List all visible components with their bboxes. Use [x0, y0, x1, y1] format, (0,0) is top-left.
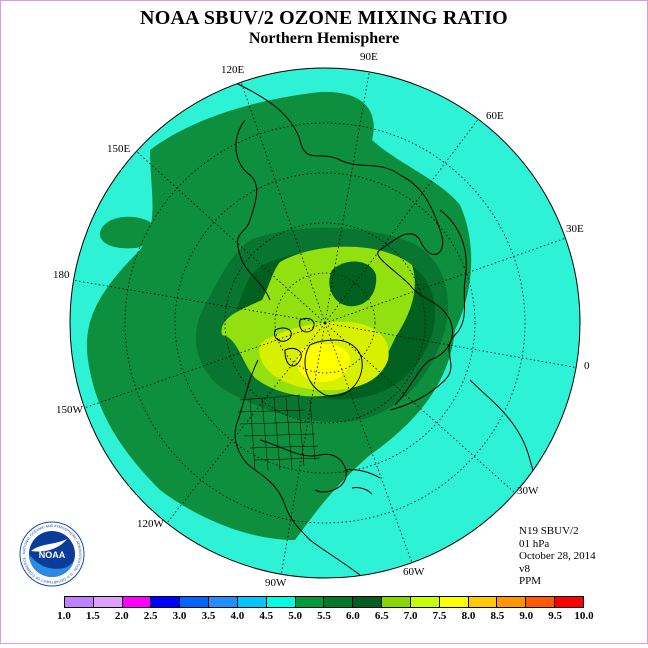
colorbar-tick-label: 5.0: [288, 610, 302, 622]
instrument-label: N19 SBUV/2: [519, 525, 579, 537]
lon-label-90e: 90E: [360, 51, 378, 63]
colorbar-tick-label: 2.0: [114, 610, 129, 622]
coastline-greenland: [304, 339, 363, 397]
meridian-90w: [280, 322, 326, 577]
colorbar-segment: [209, 597, 238, 607]
coastline-canadian-islands: [274, 317, 315, 367]
latitude-circle-4: [124, 122, 526, 524]
colorbar-tick-label: 2.5: [143, 610, 158, 622]
meridian-120e: [239, 78, 326, 324]
political-boundaries: [237, 394, 321, 471]
colorbar-tick-label: 3.0: [172, 610, 187, 622]
units-label: PPM: [519, 575, 542, 587]
contour-5-0-island: [99, 216, 155, 249]
meridian-150e: [134, 149, 326, 324]
meridian-90e: [324, 68, 371, 324]
lon-label-180: 180: [53, 269, 70, 281]
coastline-caribbean: [344, 469, 381, 495]
colorbar-segment: [382, 597, 411, 607]
colorbar-segment: [353, 597, 383, 607]
latitude-circle-3: [174, 172, 476, 474]
colorbar-tick-label: 8.5: [490, 610, 505, 622]
colorbar-segment: [151, 597, 181, 607]
colorbar-tick-label: 5.5: [317, 610, 331, 622]
lon-label-120e: 120E: [221, 64, 245, 76]
meridian-30w: [324, 322, 516, 494]
info-block: N19 SBUV/2 01 hPa October 28, 2014 v8 PP…: [519, 525, 596, 588]
colorbar-segment: [65, 597, 94, 607]
meridian-180: [71, 279, 326, 324]
coastline-eurasia: [229, 79, 453, 406]
colorbar-segment: [266, 597, 296, 607]
colorbar-segment: [324, 597, 354, 607]
lon-label-150e: 150E: [107, 143, 131, 155]
lon-label-90w: 90W: [265, 577, 287, 589]
colorbar: [64, 596, 584, 608]
colorbar-ticks: 1.0 1.5 2.0 2.5 3.0 3.5 4.0 4.5 5.0 5.5 6.0 6.5 7.0 7…: [55, 610, 595, 624]
date-label: October 28, 2014: [519, 550, 596, 562]
latitude-circle-1: [274, 272, 376, 374]
contour-6-0-hole: [329, 261, 377, 307]
map-subtitle: Northern Hemisphere: [248, 30, 400, 47]
colorbar-tick-label: 6.0: [346, 610, 360, 622]
colorbar-tick-label: 7.5: [432, 610, 447, 622]
lon-label-60e: 60E: [486, 110, 504, 122]
coastline-north-america: [234, 359, 361, 576]
coastlines: [229, 79, 576, 576]
lon-label-0: 0: [584, 360, 590, 372]
coastline-gulf: [259, 439, 347, 493]
colorbar-tick-label: 9.0: [519, 610, 534, 622]
colorbar-tick-label: 4.0: [230, 610, 245, 622]
colorbar-tick-label: 1.0: [57, 610, 71, 622]
lon-label-60w: 60W: [403, 566, 425, 578]
colorbar-tick-label: 10.0: [574, 610, 594, 622]
lon-label-30w: 30W: [517, 485, 539, 497]
lon-label-30e: 30E: [566, 223, 584, 235]
colorbar-tick-label: 9.5: [548, 610, 562, 622]
contour-5-0-island-2: [290, 463, 326, 490]
meridian-30e: [324, 237, 567, 324]
meridian-120w: [166, 322, 326, 524]
coastline-asia-east: [235, 119, 271, 301]
colorbar-tick-label: 1.5: [86, 610, 100, 622]
level-label: 01 hPa: [519, 537, 550, 550]
colorbar-tick-label: 8.0: [461, 610, 476, 622]
lon-label-150w: 150W: [56, 404, 83, 416]
colorbar-segment: [122, 597, 152, 607]
colorbar-segment: [468, 597, 498, 607]
contour-7-5: [297, 343, 351, 383]
colorbar-tick-label: 6.5: [374, 610, 389, 622]
colorbar-tick-label: 4.5: [259, 610, 274, 622]
colorbar-segment: [410, 597, 440, 607]
meridian-0: [324, 322, 580, 369]
colorbar-segment: [526, 597, 556, 607]
colorbar-segment: [555, 597, 583, 607]
lon-label-120w: 120W: [137, 518, 164, 530]
meridian-150w: [83, 322, 326, 409]
colorbar-segment: [93, 597, 123, 607]
colorbar-tick-label: 3.5: [201, 610, 216, 622]
colorbar-segment: [295, 597, 325, 607]
colorbar-segment: [237, 597, 267, 607]
map-title: NOAA SBUV/2 OZONE MIXING RATIO: [140, 7, 508, 29]
coastline-europe: [389, 209, 467, 411]
colorbar-segment: [497, 597, 527, 607]
colorbar-tick-label: 7.0: [403, 610, 418, 622]
latitude-circle-2: [224, 222, 426, 424]
logo-text: NOAA: [39, 550, 66, 560]
map-outline: [69, 67, 581, 579]
colorbar-segment: [439, 597, 469, 607]
version-label: v8: [519, 562, 530, 575]
meridian-60w: [324, 322, 413, 564]
colorbar-segment: [180, 597, 210, 607]
noaa-logo: NOAA NATIONAL OCEANIC AND ATMOSPHERIC AD…: [19, 521, 85, 587]
